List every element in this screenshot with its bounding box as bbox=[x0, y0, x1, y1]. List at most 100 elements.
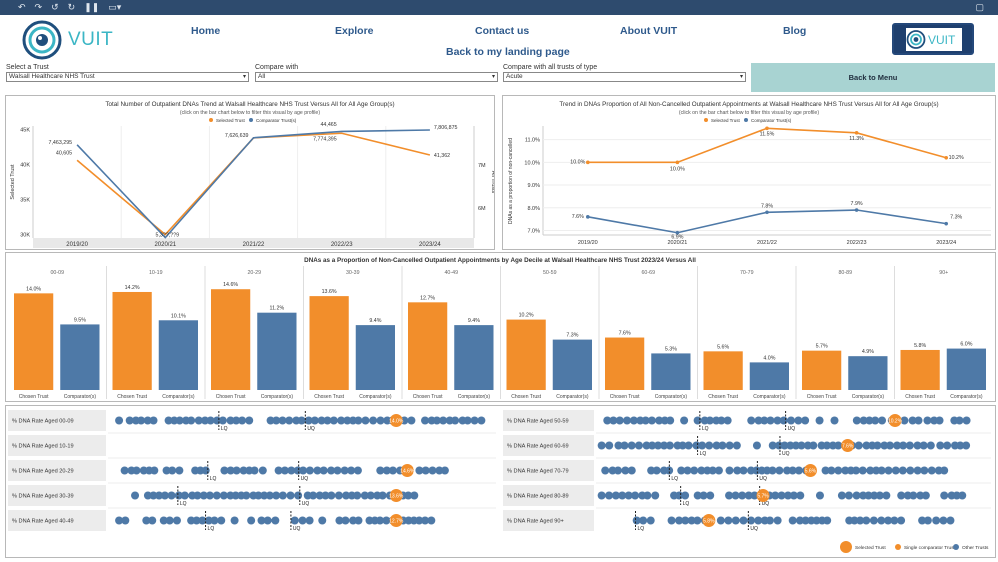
other-trust-dot[interactable] bbox=[744, 491, 753, 500]
other-trust-dot[interactable] bbox=[708, 466, 717, 475]
other-trust-dot[interactable] bbox=[801, 416, 810, 425]
other-trust-dot[interactable] bbox=[789, 491, 798, 500]
other-trust-dot[interactable] bbox=[334, 491, 343, 500]
other-trust-dot[interactable] bbox=[212, 491, 221, 500]
other-trust-dot[interactable] bbox=[615, 416, 624, 425]
other-trust-dot[interactable] bbox=[271, 516, 280, 525]
other-trust-dot[interactable] bbox=[775, 441, 784, 450]
other-trust-dot[interactable] bbox=[232, 416, 241, 425]
redo-icon[interactable]: ↷ bbox=[34, 2, 43, 12]
other-trust-dot[interactable] bbox=[333, 466, 342, 475]
other-trust-dot[interactable] bbox=[665, 466, 674, 475]
age-decile-bar-chart[interactable]: DNAs as a Proportion of Non-Cancelled Ou… bbox=[6, 253, 995, 401]
other-trust-dot[interactable] bbox=[841, 466, 850, 475]
bar-comparator[interactable] bbox=[749, 362, 789, 390]
other-trust-dot[interactable] bbox=[611, 491, 620, 500]
other-trust-dot[interactable] bbox=[230, 516, 239, 525]
other-trust-dot[interactable] bbox=[667, 516, 676, 525]
other-trust-dot[interactable] bbox=[421, 516, 430, 525]
share-icon[interactable]: ▭▾ bbox=[108, 2, 122, 12]
nav-about[interactable]: About VUIT bbox=[620, 25, 678, 37]
other-trust-dot[interactable] bbox=[834, 466, 843, 475]
other-trust-dot[interactable] bbox=[327, 466, 336, 475]
bar-comparator[interactable] bbox=[848, 356, 888, 390]
other-trust-dot[interactable] bbox=[681, 491, 690, 500]
dna-count-chart[interactable]: Total Number of Outpatient DNAs Trend at… bbox=[6, 96, 496, 249]
other-trust-dot[interactable] bbox=[360, 491, 369, 500]
landing-link[interactable]: Back to my landing page bbox=[446, 46, 570, 58]
other-trust-dot[interactable] bbox=[913, 466, 922, 475]
other-trust-dot[interactable] bbox=[844, 491, 853, 500]
other-trust-dot[interactable] bbox=[821, 466, 830, 475]
other-trust-dot[interactable] bbox=[274, 466, 283, 475]
other-trust-dot[interactable] bbox=[343, 416, 352, 425]
other-trust-dot[interactable] bbox=[254, 491, 263, 500]
other-trust-dot[interactable] bbox=[319, 466, 328, 475]
other-trust-dot[interactable] bbox=[943, 441, 952, 450]
bar-chosen-trust[interactable] bbox=[14, 293, 54, 390]
selected-trust-dot[interactable] bbox=[389, 489, 403, 502]
other-trust-dot[interactable] bbox=[955, 416, 964, 425]
other-trust-dot[interactable] bbox=[773, 516, 782, 525]
other-trust-dot[interactable] bbox=[794, 466, 803, 475]
other-trust-dot[interactable] bbox=[906, 466, 915, 475]
other-trust-dot[interactable] bbox=[864, 491, 873, 500]
other-trust-dot[interactable] bbox=[451, 416, 460, 425]
other-trust-dot[interactable] bbox=[893, 441, 902, 450]
other-trust-dot[interactable] bbox=[822, 441, 831, 450]
other-trust-dot[interactable] bbox=[238, 416, 247, 425]
nav-contact[interactable]: Contact us bbox=[475, 25, 530, 37]
other-trust-dot[interactable] bbox=[871, 416, 880, 425]
other-trust-dot[interactable] bbox=[149, 491, 158, 500]
bar-comparator[interactable] bbox=[552, 339, 592, 390]
other-trust-dot[interactable] bbox=[705, 416, 714, 425]
other-trust-dot[interactable] bbox=[407, 416, 416, 425]
other-trust-dot[interactable] bbox=[463, 416, 472, 425]
other-trust-dot[interactable] bbox=[201, 466, 210, 475]
other-trust-dot[interactable] bbox=[880, 441, 889, 450]
selected-trust-dot[interactable] bbox=[841, 439, 855, 452]
other-trust-dot[interactable] bbox=[286, 491, 295, 500]
other-trust-dot[interactable] bbox=[936, 441, 945, 450]
other-trust-dot[interactable] bbox=[752, 441, 761, 450]
other-trust-dot[interactable] bbox=[962, 416, 971, 425]
other-trust-dot[interactable] bbox=[796, 491, 805, 500]
other-trust-dot[interactable] bbox=[132, 466, 141, 475]
revert-icon[interactable]: ↺ bbox=[51, 2, 59, 12]
other-trust-dot[interactable] bbox=[342, 491, 351, 500]
other-trust-dot[interactable] bbox=[165, 516, 174, 525]
other-trust-dot[interactable] bbox=[309, 491, 318, 500]
other-trust-dot[interactable] bbox=[155, 491, 164, 500]
other-trust-dot[interactable] bbox=[771, 491, 780, 500]
other-trust-dot[interactable] bbox=[809, 441, 818, 450]
selected-trust-dot[interactable] bbox=[888, 414, 902, 427]
other-trust-dot[interactable] bbox=[754, 416, 763, 425]
other-trust-dot[interactable] bbox=[775, 466, 784, 475]
other-trust-dot[interactable] bbox=[773, 416, 782, 425]
other-trust-dot[interactable] bbox=[725, 466, 734, 475]
other-trust-dot[interactable] bbox=[766, 416, 775, 425]
other-trust-dot[interactable] bbox=[121, 516, 130, 525]
other-trust-dot[interactable] bbox=[862, 441, 871, 450]
dna-rate-dot-plot[interactable]: % DNA Rate Aged 00-09 LQ UQ 14.0% % DNA Rate… bbox=[6, 406, 995, 557]
other-trust-dot[interactable] bbox=[850, 516, 859, 525]
other-trust-dot[interactable] bbox=[366, 491, 375, 500]
other-trust-dot[interactable] bbox=[239, 466, 248, 475]
other-trust-dot[interactable] bbox=[376, 466, 385, 475]
other-trust-dot[interactable] bbox=[779, 416, 788, 425]
other-trust-dot[interactable] bbox=[353, 466, 362, 475]
other-trust-dot[interactable] bbox=[258, 466, 267, 475]
other-trust-dot[interactable] bbox=[605, 491, 614, 500]
other-trust-dot[interactable] bbox=[882, 491, 891, 500]
other-trust-dot[interactable] bbox=[317, 416, 326, 425]
other-trust-dot[interactable] bbox=[199, 491, 208, 500]
other-trust-dot[interactable] bbox=[897, 491, 906, 500]
trust-select[interactable]: Walsall Healthcare NHS Trust ▾ bbox=[6, 72, 249, 82]
other-trust-dot[interactable] bbox=[175, 416, 184, 425]
nav-home[interactable]: Home bbox=[191, 25, 221, 37]
other-trust-dot[interactable] bbox=[337, 416, 346, 425]
other-trust-dot[interactable] bbox=[768, 466, 777, 475]
other-trust-dot[interactable] bbox=[634, 441, 643, 450]
other-trust-dot[interactable] bbox=[257, 516, 266, 525]
other-trust-dot[interactable] bbox=[278, 491, 287, 500]
